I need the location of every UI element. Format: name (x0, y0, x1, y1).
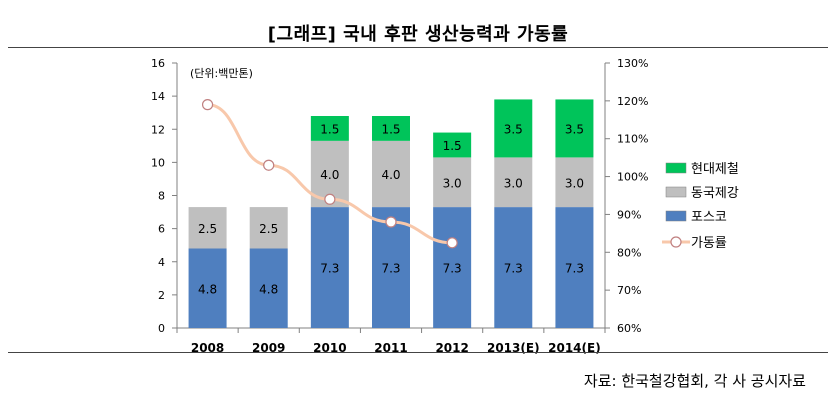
right-axis-tick-label: 80% (617, 246, 641, 259)
bar-data-label: 3.0 (565, 176, 584, 190)
bar-segment (372, 116, 410, 141)
x-axis-tick-label: 2013(E) (487, 341, 540, 355)
legend-label: 가동률 (691, 236, 727, 251)
left-axis-tick-label: 14 (151, 90, 165, 103)
unit-label: (단위:백만톤) (190, 67, 253, 80)
right-axis-tick-label: 110% (617, 133, 648, 146)
x-axis-tick-label: 2010 (313, 341, 346, 355)
right-axis-tick-label: 120% (617, 95, 648, 108)
bar-data-label: 4.8 (259, 282, 278, 296)
left-axis-tick-label: 2 (158, 289, 165, 302)
bar-segment (433, 132, 472, 158)
legend-line-marker (670, 236, 682, 248)
bar-segment (433, 157, 472, 208)
bar-segment (555, 99, 594, 158)
bar-segment (188, 207, 227, 249)
left-axis-tick-label: 12 (151, 123, 165, 136)
x-axis-tick-label: 2012 (435, 341, 468, 355)
bar-data-label: 2.5 (198, 222, 217, 236)
bar-data-label: 7.3 (381, 262, 400, 276)
x-axis-tick-label: 2011 (374, 341, 407, 355)
bar-segment (555, 207, 594, 328)
right-axis-tick-label: 90% (617, 208, 641, 221)
bar-data-label: 1.5 (381, 122, 400, 136)
legend-swatch (665, 210, 687, 222)
x-axis-tick-label: 2014(E) (548, 341, 601, 355)
footer-rule (8, 352, 828, 353)
legend-swatch (665, 186, 687, 198)
bar-data-label: 7.3 (504, 262, 523, 276)
bar-data-label: 4.8 (198, 282, 217, 296)
source-note: 자료: 한국철강협회, 각 사 공시자료 (583, 372, 806, 390)
x-axis-tick-label: 2009 (252, 341, 285, 355)
bar-data-label: 7.3 (320, 262, 339, 276)
chart-title: [그래프] 국내 후판 생산능력과 가동률 (267, 24, 569, 45)
right-axis-tick-label: 100% (617, 171, 648, 184)
bar-segment (249, 248, 288, 328)
bar-data-label: 3.0 (504, 176, 523, 190)
bar-segment (555, 157, 594, 208)
bar-segment (494, 99, 533, 158)
line-point (446, 237, 458, 249)
right-axis-tick-label: 130% (617, 57, 648, 70)
legend-label: 포스코 (691, 210, 727, 225)
bar-data-label: 7.3 (443, 262, 462, 276)
bar-segment (433, 207, 472, 328)
left-axis-tick-label: 4 (158, 256, 165, 269)
legend-label: 동국제강 (691, 186, 739, 201)
bar-data-label: 2.5 (259, 222, 278, 236)
line-point (385, 216, 397, 228)
bar-segment (310, 207, 349, 328)
bar-data-label: 4.0 (381, 168, 400, 182)
bar-segment (494, 157, 533, 208)
title-rule (8, 47, 828, 48)
bar-data-label: 1.5 (320, 122, 339, 136)
bar-segment (372, 140, 410, 208)
bar-data-label: 1.5 (443, 139, 462, 153)
bar-segment (249, 207, 288, 249)
left-axis-tick-label: 0 (158, 322, 165, 335)
right-axis-tick-label: 60% (617, 322, 641, 335)
left-axis-tick-label: 6 (158, 223, 165, 236)
right-axis-tick-label: 70% (617, 284, 641, 297)
bar-segment (310, 116, 349, 141)
left-axis-tick-label: 8 (158, 190, 165, 203)
bar-data-label: 3.5 (504, 122, 523, 136)
left-axis-tick-label: 16 (151, 57, 165, 70)
bar-data-label: 3.5 (565, 122, 584, 136)
bar-data-label: 3.0 (443, 176, 462, 190)
x-axis-tick-label: 2008 (191, 341, 224, 355)
bar-segment (494, 207, 533, 328)
bar-data-label: 4.0 (320, 168, 339, 182)
left-axis-tick-label: 10 (151, 156, 165, 169)
line-point (201, 99, 214, 111)
line-point (324, 193, 336, 205)
legend-swatch (665, 162, 687, 174)
bar-segment (188, 248, 227, 328)
line-point (263, 159, 275, 171)
legend-label: 현대제철 (691, 162, 739, 177)
bar-data-label: 7.3 (565, 262, 584, 276)
